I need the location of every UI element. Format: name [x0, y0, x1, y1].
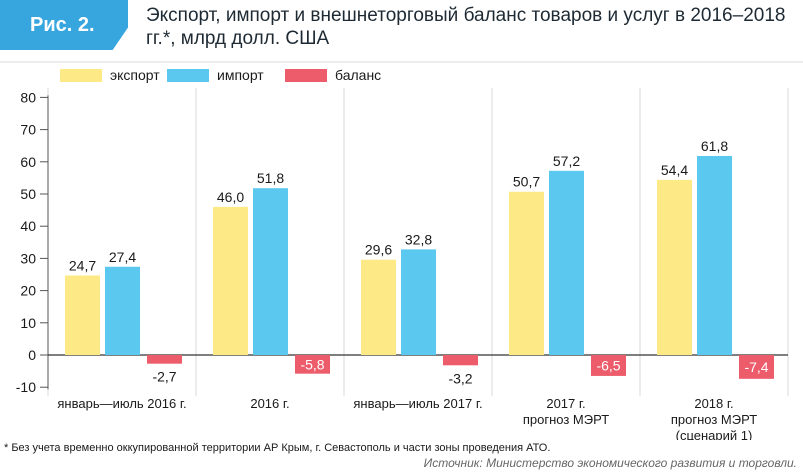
category-label-line: прогноз МЭРТ	[523, 412, 609, 427]
data-label-balance: -7,4	[744, 359, 768, 375]
category-label-line: прогноз МЭРТ	[671, 412, 757, 427]
category-label-line: январь—июль 2016 г.	[57, 396, 186, 411]
bar-import	[253, 188, 288, 355]
bar-export	[361, 259, 396, 355]
bar-balance	[591, 355, 626, 376]
legend-swatch-import	[167, 69, 209, 82]
bar-export	[213, 206, 248, 355]
legend-label-balance: баланс	[335, 67, 381, 83]
data-label-export: 24,7	[69, 257, 96, 273]
bar-balance	[443, 355, 478, 366]
legend-label-import: импорт	[217, 67, 264, 83]
category-label: 2017 г. прогноз МЭРТ	[523, 396, 609, 427]
bar-import	[105, 266, 140, 355]
data-label-import: 57,2	[553, 153, 580, 169]
figure-label: Рис. 2.	[30, 13, 95, 36]
data-label-export: 50,7	[513, 174, 540, 190]
data-label-export: 54,4	[661, 162, 688, 178]
category-label-line: (сценарий 1)	[676, 428, 753, 440]
bar-balance	[739, 355, 774, 379]
data-label-export: 29,6	[365, 242, 392, 258]
bar-import	[401, 249, 436, 355]
y-tick-label: 80	[20, 89, 36, 105]
bar-balance	[147, 355, 182, 364]
data-label-balance: -5,8	[300, 356, 324, 372]
bar-import	[549, 170, 584, 355]
category-label-line: январь—июль 2017 г.	[353, 396, 482, 411]
data-label-import: 61,8	[701, 138, 728, 154]
figure-label-badge: Рис. 2.	[0, 0, 128, 50]
category-label: январь—июль 2016 г.	[57, 396, 186, 411]
category-label: 2018 г. прогноз МЭРТ (сценарий 1)	[671, 396, 757, 440]
data-label-balance: -2,7	[152, 369, 176, 385]
y-tick-label: -10	[16, 379, 36, 395]
category-label: 2016 г.	[250, 396, 289, 411]
category-label-line: 2017 г.	[546, 396, 585, 411]
data-label-balance: -6,5	[596, 357, 620, 373]
legend-swatch-balance	[285, 69, 327, 82]
bar-import	[697, 156, 732, 355]
y-tick-label: 30	[20, 250, 36, 266]
footnote: * Без учета временно оккупированной терр…	[4, 442, 551, 454]
y-tick-label: 10	[20, 315, 36, 331]
y-tick-label: 60	[20, 154, 36, 170]
chart: экспорт импорт баланс -10 0 10 20 30 40 50 60 70 80 2…	[0, 61, 803, 440]
data-label-export: 46,0	[217, 189, 244, 205]
y-tick-label: 20	[20, 283, 36, 299]
y-tick-label: 50	[20, 186, 36, 202]
y-tick-label: 0	[28, 347, 36, 363]
source-note: Источник: Министерство экономического ра…	[423, 456, 797, 470]
legend-swatch-export	[60, 69, 102, 82]
data-label-import: 32,8	[405, 231, 432, 247]
category-label-line: 2016 г.	[250, 396, 289, 411]
legend-label-export: экспорт	[110, 67, 160, 83]
bar-export	[509, 191, 544, 355]
y-tick-label: 40	[20, 218, 36, 234]
bar-export	[657, 179, 692, 355]
category-label: январь—июль 2017 г.	[353, 396, 482, 411]
bar-balance	[295, 355, 330, 374]
data-label-balance: -3,2	[448, 370, 472, 386]
y-tick-label: 70	[20, 122, 36, 138]
data-label-import: 51,8	[257, 170, 284, 186]
data-label-import: 27,4	[109, 249, 136, 265]
bar-export	[65, 275, 100, 355]
category-label-line: 2018 г.	[694, 396, 733, 411]
figure-title: Экспорт, импорт и внешнеторговый баланс …	[146, 5, 786, 49]
